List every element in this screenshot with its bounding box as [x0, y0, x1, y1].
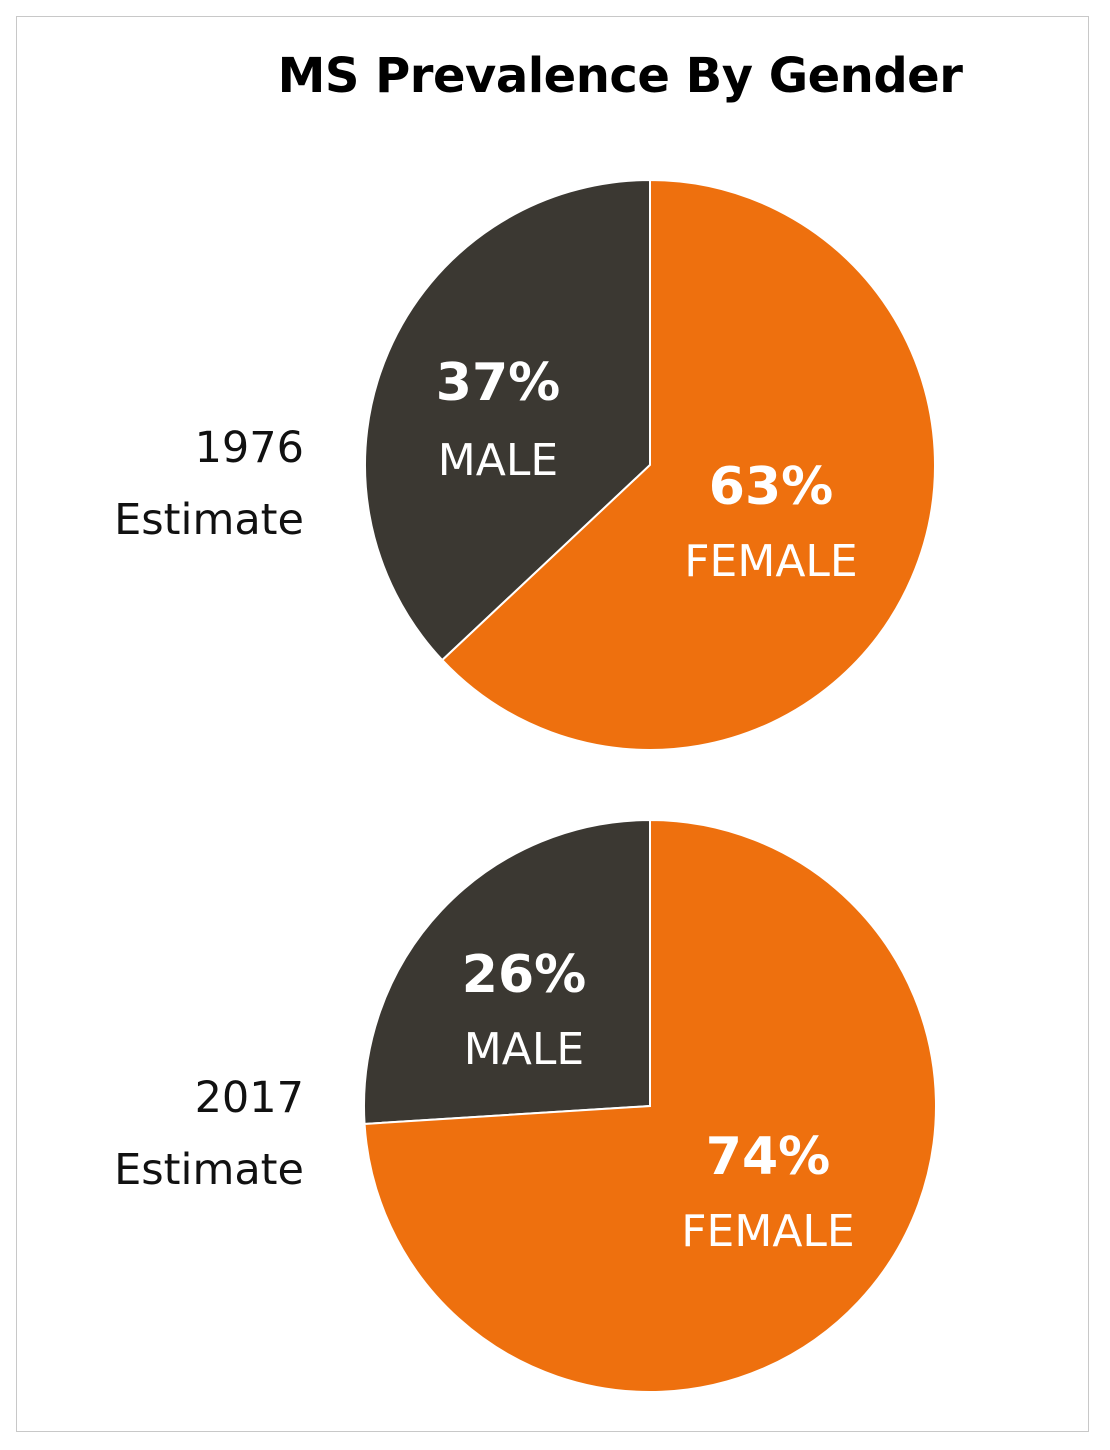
pie-1976-male-value-label: 37% [436, 353, 560, 413]
pie-1976-female-value-label: 63% [709, 457, 833, 517]
pie-1976-slice-male [364, 178, 651, 662]
pie-2017-slice-female [363, 818, 937, 1393]
pie-2017-label: 2017 Estimate [44, 1062, 304, 1206]
pie-2017-label-year: 2017 [194, 1073, 304, 1123]
pie-1976-label-year: 1976 [194, 423, 304, 473]
pie-2017-slice-male [363, 818, 651, 1126]
pie-1976-female-category-label: FEMALE [684, 536, 858, 587]
chart-title: MS Prevalence By Gender [277, 48, 963, 104]
pie-1976-male-category-label: MALE [438, 435, 558, 486]
pie-1976-label: 1976 Estimate [44, 412, 304, 556]
pie-2017-female-value-label: 74% [706, 1127, 830, 1187]
pie-2017-female-category-label: FEMALE [681, 1206, 855, 1257]
pie-1976-label-text: Estimate [114, 495, 304, 545]
pie-2017-label-text: Estimate [114, 1145, 304, 1195]
pie-1976-slice-female [440, 178, 936, 751]
pie-2017-male-category-label: MALE [464, 1024, 584, 1075]
pie-2017-male-value-label: 26% [462, 945, 586, 1005]
